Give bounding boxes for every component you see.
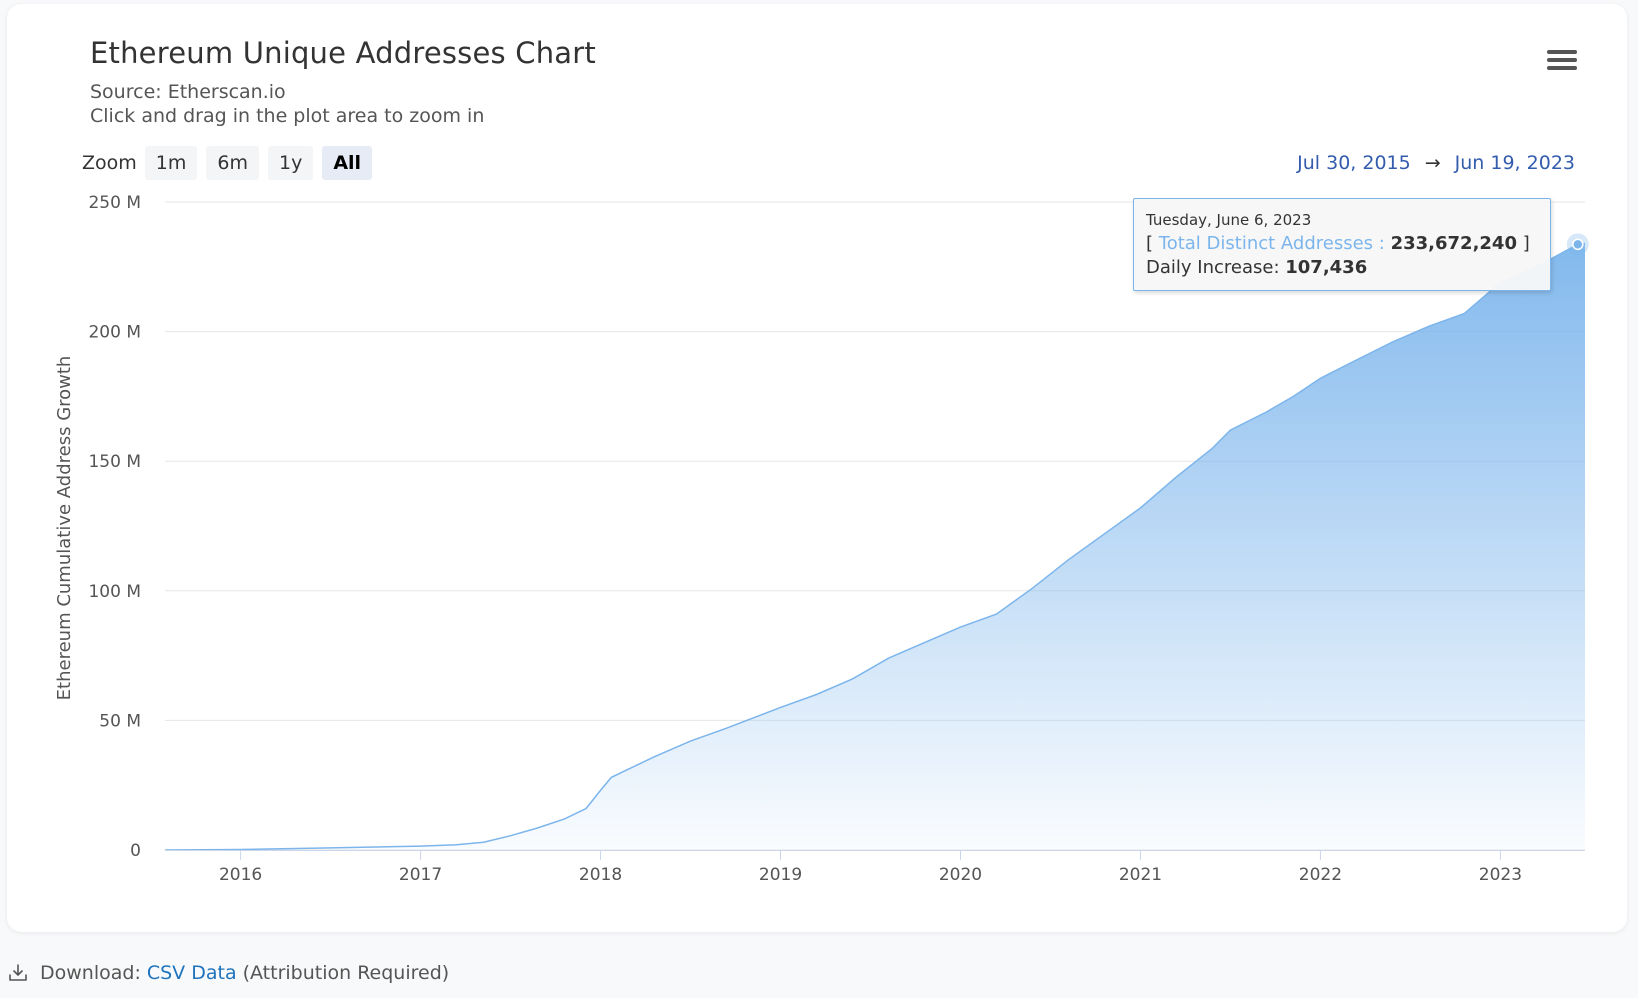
highlight-marker [1566, 233, 1589, 256]
x-tick-label: 2016 [219, 865, 262, 885]
x-tick-label: 2019 [759, 865, 802, 885]
x-axis: 2016 2017 2018 2019 2020 2021 2022 2023 [219, 850, 1522, 885]
y-axis: 0 50 M 100 M 150 M 200 M 250 M [88, 193, 141, 861]
x-tick-label: 2017 [399, 865, 442, 885]
hamburger-menu-icon[interactable] [1547, 50, 1577, 74]
tooltip-increase-value: 107,436 [1285, 257, 1368, 278]
y-tick-label: 150 M [88, 452, 141, 472]
tooltip-increase-row: Daily Increase: 107,436 [1146, 256, 1538, 280]
y-tick-label: 0 [130, 841, 141, 861]
range-to-input[interactable]: Jun 19, 2023 [1454, 152, 1575, 174]
y-tick-label: 200 M [88, 323, 141, 343]
tooltip-series-label: Total Distinct Addresses : [1158, 233, 1385, 254]
zoom-label: Zoom [82, 152, 137, 174]
y-tick-label: 100 M [88, 582, 141, 602]
attribution-note: (Attribution Required) [242, 962, 450, 984]
tooltip-bracket-open: [ [1146, 233, 1154, 254]
range-arrow: → [1424, 152, 1441, 174]
zoom-1y-button[interactable]: 1y [268, 146, 314, 180]
date-range: Jul 30, 2015 → Jun 19, 2023 [1297, 152, 1575, 174]
tooltip-series-row: [ Total Distinct Addresses : 233,672,240… [1146, 232, 1538, 256]
area-chart[interactable]: 0 50 M 100 M 150 M 200 M 250 M Ethereum Cumul… [0, 0, 1638, 940]
download-label: Download: [40, 962, 141, 984]
x-tick-label: 2021 [1119, 865, 1162, 885]
zoom-1m-button[interactable]: 1m [144, 146, 198, 180]
range-from-input[interactable]: Jul 30, 2015 [1297, 152, 1411, 174]
x-tick-label: 2022 [1299, 865, 1342, 885]
tooltip-increase-label: Daily Increase: [1146, 257, 1280, 278]
highlight-point [1572, 238, 1584, 251]
chart-source: Source: Etherscan.io [90, 81, 286, 103]
download-icon [9, 964, 27, 981]
tooltip-series-value: 233,672,240 [1390, 233, 1517, 254]
y-tick-label: 50 M [99, 711, 141, 731]
tooltip-bracket-close: ] [1522, 233, 1530, 254]
series-line [164, 242, 1586, 851]
zoom-6m-button[interactable]: 6m [206, 146, 259, 180]
y-tick-label: 250 M [88, 193, 141, 213]
x-tick-label: 2020 [939, 865, 982, 885]
y-axis-label: Ethereum Cumulative Address Growth [54, 356, 75, 701]
x-tick-label: 2018 [579, 865, 622, 885]
csv-data-link[interactable]: CSV Data [146, 962, 237, 984]
chart-title: Ethereum Unique Addresses Chart [90, 36, 596, 70]
chart-zoom-hint: Click and drag in the plot area to zoom … [90, 105, 485, 127]
x-tick-label: 2023 [1479, 865, 1522, 885]
zoom-selector: Zoom 1m 6m 1y All [82, 146, 381, 180]
chart-tooltip: Tuesday, June 6, 2023 [ Total Distinct A… [1133, 198, 1551, 291]
series-area [165, 243, 1585, 850]
tooltip-date: Tuesday, June 6, 2023 [1146, 211, 1312, 229]
download-footer: Download: CSV Data (Attribution Required… [8, 962, 449, 984]
chart-subtitle: Source: Etherscan.io Click and drag in t… [90, 80, 484, 128]
zoom-all-button[interactable]: All [322, 146, 373, 180]
